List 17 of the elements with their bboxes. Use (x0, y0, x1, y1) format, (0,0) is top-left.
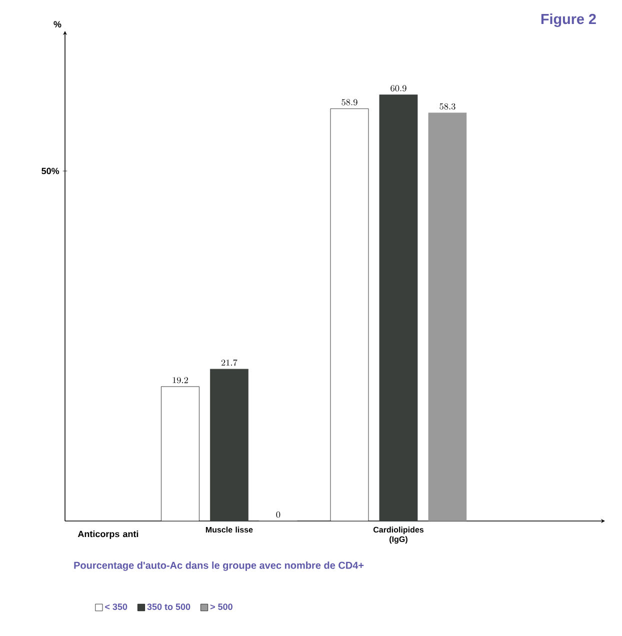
data-label: 19.2 (172, 377, 188, 384)
legend-label: < 350 (105, 604, 128, 610)
text: Pourcentage d'auto-Ac dans le groupe avec nombre de CD4+ (74, 562, 364, 571)
y-tick-label: 50% (42, 168, 60, 174)
bar (428, 112, 467, 521)
legend-label: 350 to 500 (147, 604, 190, 610)
legend-label: > 500 (210, 604, 232, 610)
data-label: 58.9 (342, 99, 358, 106)
x-tick-label: Muscle lisse (206, 526, 253, 533)
x-axis-title: Anticorps anti (78, 530, 138, 539)
data-label: 60.9 (390, 85, 406, 92)
data-label: 0 (276, 511, 280, 518)
y-axis-title: % (54, 21, 62, 28)
x-tick-label: Cardiolipides (IgG) (373, 526, 424, 544)
data-label: 58.3 (440, 103, 456, 110)
chart-title: Figure 2 (541, 14, 596, 28)
data-label: 21 .7 (221, 359, 238, 366)
